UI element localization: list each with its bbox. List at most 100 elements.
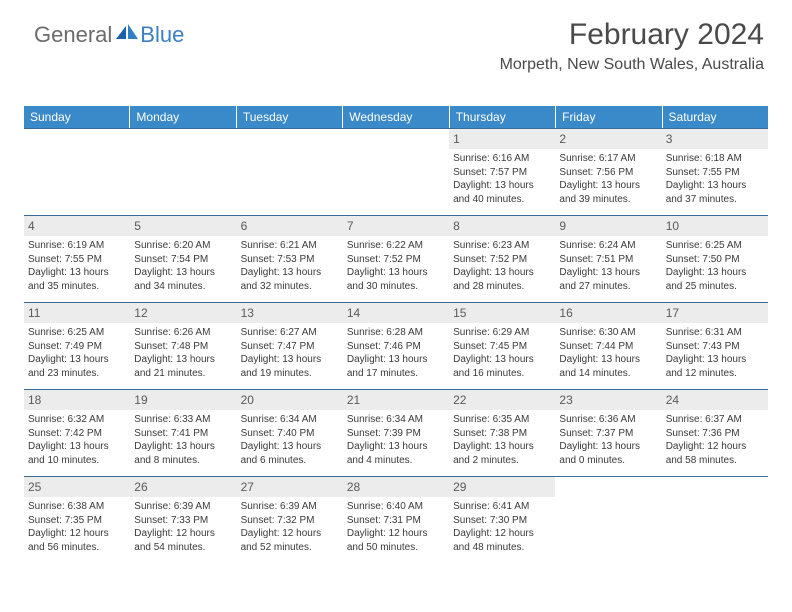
day-number: 18 — [24, 390, 130, 410]
sunrise-text: Sunrise: 6:25 AM — [666, 239, 764, 253]
sunset-text: Sunset: 7:42 PM — [28, 427, 126, 441]
sunrise-text: Sunrise: 6:31 AM — [666, 326, 764, 340]
sunrise-text: Sunrise: 6:37 AM — [666, 413, 764, 427]
daylight-text: Daylight: 13 hours and 12 minutes. — [666, 353, 764, 380]
daylight-text: Daylight: 12 hours and 54 minutes. — [134, 527, 232, 554]
day-cell: 4 Sunrise: 6:19 AMSunset: 7:55 PMDaylight… — [24, 216, 130, 302]
daylight-text: Daylight: 13 hours and 10 minutes. — [28, 440, 126, 467]
day-number: 17 — [662, 303, 768, 323]
daylight-text: Daylight: 13 hours and 25 minutes. — [666, 266, 764, 293]
day-number: 9 — [555, 216, 661, 236]
sunrise-text: Sunrise: 6:39 AM — [241, 500, 339, 514]
sunset-text: Sunset: 7:53 PM — [241, 253, 339, 267]
day-cell: 19Sunrise: 6:33 AMSunset: 7:41 PMDayligh… — [130, 390, 236, 476]
weekday-header: Tuesday — [237, 106, 343, 128]
sunrise-text: Sunrise: 6:23 AM — [453, 239, 551, 253]
sunrise-text: Sunrise: 6:27 AM — [241, 326, 339, 340]
sunrise-text: Sunrise: 6:19 AM — [28, 239, 126, 253]
sunset-text: Sunset: 7:50 PM — [666, 253, 764, 267]
daylight-text: Daylight: 13 hours and 35 minutes. — [28, 266, 126, 293]
week-row: 25Sunrise: 6:38 AMSunset: 7:35 PMDayligh… — [24, 476, 768, 563]
daylight-text: Daylight: 13 hours and 4 minutes. — [347, 440, 445, 467]
day-number: 5 — [130, 216, 236, 236]
sunrise-text: Sunrise: 6:34 AM — [347, 413, 445, 427]
weekday-header: Monday — [130, 106, 236, 128]
day-cell: 9Sunrise: 6:24 AMSunset: 7:51 PMDaylight… — [555, 216, 661, 302]
day-cell: 14Sunrise: 6:28 AMSunset: 7:46 PMDayligh… — [343, 303, 449, 389]
weekday-header: Thursday — [450, 106, 556, 128]
weekday-header: Saturday — [663, 106, 768, 128]
day-number: 24 — [662, 390, 768, 410]
day-cell: 21 Sunrise: 6:34 AMSunset: 7:39 PMDayligh… — [343, 390, 449, 476]
sunrise-text: Sunrise: 6:35 AM — [453, 413, 551, 427]
sunset-text: Sunset: 7:44 PM — [559, 340, 657, 354]
sunset-text: Sunset: 7:33 PM — [134, 514, 232, 528]
day-number: 4 — [24, 216, 130, 236]
sunrise-text: Sunrise: 6:29 AM — [453, 326, 551, 340]
day-cell: 28Sunrise: 6:40 AMSunset: 7:31 PMDayligh… — [343, 477, 449, 563]
day-number: 16 — [555, 303, 661, 323]
daylight-text: Daylight: 13 hours and 23 minutes. — [28, 353, 126, 380]
day-number: 1 — [449, 129, 555, 149]
sunrise-text: Sunrise: 6:32 AM — [28, 413, 126, 427]
day-number: 20 — [237, 390, 343, 410]
day-cell: 11Sunrise: 6:25 AMSunset: 7:49 PMDayligh… — [24, 303, 130, 389]
day-cell: 18 Sunrise: 6:32 AMSunset: 7:42 PMDayligh… — [24, 390, 130, 476]
daylight-text: Daylight: 12 hours and 58 minutes. — [666, 440, 764, 467]
sunset-text: Sunset: 7:52 PM — [453, 253, 551, 267]
daylight-text: Daylight: 12 hours and 52 minutes. — [241, 527, 339, 554]
day-number: 19 — [130, 390, 236, 410]
sunset-text: Sunset: 7:31 PM — [347, 514, 445, 528]
daylight-text: Daylight: 13 hours and 34 minutes. — [134, 266, 232, 293]
day-cell — [343, 129, 449, 215]
calendar-grid: SundayMondayTuesdayWednesdayThursdayFrid… — [24, 106, 768, 563]
daylight-text: Daylight: 13 hours and 32 minutes. — [241, 266, 339, 293]
sunset-text: Sunset: 7:38 PM — [453, 427, 551, 441]
sunset-text: Sunset: 7:51 PM — [559, 253, 657, 267]
week-row: 18Sunrise: 6:32 AMSunset: 7:42 PMDayligh… — [24, 389, 768, 476]
day-cell: 27Sunrise: 6:39 AMSunset: 7:32 PMDayligh… — [237, 477, 343, 563]
sunset-text: Sunset: 7:39 PM — [347, 427, 445, 441]
sunset-text: Sunset: 7:36 PM — [666, 427, 764, 441]
day-cell — [130, 129, 236, 215]
daylight-text: Daylight: 13 hours and 14 minutes. — [559, 353, 657, 380]
daylight-text: Daylight: 13 hours and 28 minutes. — [453, 266, 551, 293]
day-cell — [24, 129, 130, 215]
brand-logo: General Blue — [34, 22, 184, 48]
sunrise-text: Sunrise: 6:17 AM — [559, 152, 657, 166]
sunset-text: Sunset: 7:57 PM — [453, 166, 551, 180]
day-cell: 5Sunrise: 6:20 AMSunset: 7:54 PMDaylight… — [130, 216, 236, 302]
sunset-text: Sunset: 7:47 PM — [241, 340, 339, 354]
day-number: 3 — [662, 129, 768, 149]
week-row: 1Sunrise: 6:16 AMSunset: 7:57 PMDaylight… — [24, 128, 768, 215]
sunrise-text: Sunrise: 6:26 AM — [134, 326, 232, 340]
day-number: 7 — [343, 216, 449, 236]
day-cell: 8 Sunrise: 6:23 AMSunset: 7:52 PMDaylight… — [449, 216, 555, 302]
page-title: February 2024 — [500, 18, 764, 52]
day-number: 6 — [237, 216, 343, 236]
week-row: 11Sunrise: 6:25 AMSunset: 7:49 PMDayligh… — [24, 302, 768, 389]
day-cell: 15Sunrise: 6:29 AMSunset: 7:45 PMDayligh… — [449, 303, 555, 389]
day-number: 12 — [130, 303, 236, 323]
sunrise-text: Sunrise: 6:30 AM — [559, 326, 657, 340]
sail-icon — [116, 24, 138, 47]
page-header: February 2024 Morpeth, New South Wales, … — [500, 18, 764, 74]
day-number: 27 — [237, 477, 343, 497]
day-cell: 2Sunrise: 6:17 AMSunset: 7:56 PMDaylight… — [555, 129, 661, 215]
brand-text-2: Blue — [140, 22, 184, 48]
day-cell: 12Sunrise: 6:26 AMSunset: 7:48 PMDayligh… — [130, 303, 236, 389]
sunrise-text: Sunrise: 6:41 AM — [453, 500, 551, 514]
daylight-text: Daylight: 13 hours and 6 minutes. — [241, 440, 339, 467]
sunrise-text: Sunrise: 6:33 AM — [134, 413, 232, 427]
day-number: 29 — [449, 477, 555, 497]
daylight-text: Daylight: 12 hours and 48 minutes. — [453, 527, 551, 554]
daylight-text: Daylight: 13 hours and 39 minutes. — [559, 179, 657, 206]
day-number: 8 — [449, 216, 555, 236]
daylight-text: Daylight: 13 hours and 21 minutes. — [134, 353, 232, 380]
day-cell: 3Sunrise: 6:18 AMSunset: 7:55 PMDaylight… — [662, 129, 768, 215]
day-number: 2 — [555, 129, 661, 149]
day-cell: 25Sunrise: 6:38 AMSunset: 7:35 PMDayligh… — [24, 477, 130, 563]
day-number: 21 — [343, 390, 449, 410]
day-cell: 17Sunrise: 6:31 AMSunset: 7:43 PMDayligh… — [662, 303, 768, 389]
sunset-text: Sunset: 7:55 PM — [28, 253, 126, 267]
